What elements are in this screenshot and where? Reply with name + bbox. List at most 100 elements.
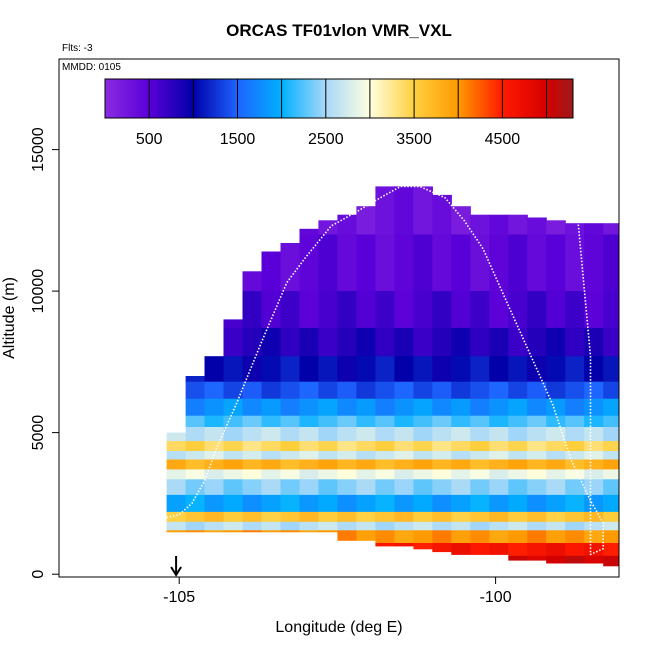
heatmap-cell xyxy=(451,479,471,496)
heatmap-cell xyxy=(318,479,338,496)
heatmap-cell xyxy=(223,356,244,383)
heatmap-cell xyxy=(223,469,244,480)
heatmap-cell xyxy=(280,521,301,531)
heatmap-cell xyxy=(508,521,528,531)
heatmap-cell xyxy=(261,479,282,496)
heatmap-cell xyxy=(356,469,376,480)
heatmap-cell xyxy=(394,530,414,544)
heatmap-cell xyxy=(356,479,376,496)
heatmap-cell xyxy=(299,228,320,236)
heatmap-cell xyxy=(261,451,282,461)
heatmap-cell xyxy=(527,459,547,470)
heatmap-cell xyxy=(489,479,509,496)
heatmap-cell xyxy=(261,398,282,417)
heatmap-cell xyxy=(565,415,585,428)
heatmap-cell xyxy=(394,494,414,513)
heatmap-cell xyxy=(565,223,585,236)
heatmap-cell xyxy=(565,427,585,442)
heatmap-cell xyxy=(242,291,263,329)
heatmap-cell xyxy=(413,291,433,329)
heatmap-cell xyxy=(394,291,414,329)
x-axis-label: Longitude (deg E) xyxy=(275,619,402,636)
heatmap-cell xyxy=(470,530,490,544)
heatmap-cell xyxy=(584,223,604,236)
heatmap-cell xyxy=(375,398,395,417)
heatmap-cell xyxy=(603,223,619,236)
heatmap-cell xyxy=(603,291,619,329)
heatmap-cell xyxy=(299,494,320,513)
heatmap-cell xyxy=(508,415,528,428)
heatmap-cell xyxy=(413,451,433,461)
heatmap-cell xyxy=(546,479,566,496)
heatmap-cell xyxy=(565,356,585,383)
heatmap-cell xyxy=(603,479,619,496)
heatmap-cell xyxy=(470,356,490,383)
heatmap-cell xyxy=(470,398,490,417)
heatmap-cell xyxy=(204,530,225,533)
heatmap-cell xyxy=(584,459,604,470)
heatmap-cell xyxy=(546,220,566,236)
heatmap-cell xyxy=(318,398,338,417)
heatmap-cell xyxy=(565,530,585,544)
heatmap-cell xyxy=(337,291,357,329)
heatmap-cell xyxy=(204,356,225,383)
heatmap-cell xyxy=(546,327,566,357)
heatmap-cell xyxy=(508,398,528,417)
heatmap-cell xyxy=(489,427,509,442)
heatmap-cell xyxy=(527,234,547,292)
heatmap-cell xyxy=(375,291,395,329)
heatmap-cell xyxy=(470,494,490,513)
heatmap-cell xyxy=(318,327,338,357)
heatmap-cell xyxy=(166,494,187,513)
heatmap-cell xyxy=(470,291,490,329)
heatmap-cell xyxy=(261,494,282,513)
heatmap-cell xyxy=(185,381,206,400)
heatmap-cell xyxy=(204,381,225,400)
heatmap-cell xyxy=(565,441,585,452)
heatmap-cell xyxy=(413,186,433,236)
heatmap-cell xyxy=(204,479,225,496)
heatmap-cell xyxy=(508,511,528,523)
heatmap-cell xyxy=(546,521,566,531)
heatmap-cell xyxy=(527,441,547,452)
heatmap-cell xyxy=(565,555,585,564)
heatmap-cell xyxy=(242,398,263,417)
heatmap-cell xyxy=(508,530,528,544)
heatmap-cell xyxy=(166,511,187,523)
heatmap-cell xyxy=(546,459,566,470)
heatmap-cell xyxy=(337,381,357,400)
heatmap-cell xyxy=(242,511,263,523)
heatmap-cell xyxy=(166,441,187,452)
heatmap-cell xyxy=(603,441,619,452)
heatmap-cell xyxy=(489,451,509,461)
heatmap-cell xyxy=(318,220,338,236)
heatmap-cell xyxy=(166,459,187,470)
heatmap-cell xyxy=(299,479,320,496)
heatmap-cell xyxy=(565,511,585,523)
heatmap-cell xyxy=(356,494,376,513)
heatmap-cell xyxy=(603,555,619,567)
heatmap-cell xyxy=(185,469,206,480)
heatmap-cell xyxy=(489,291,509,329)
heatmap-cell xyxy=(280,427,301,442)
heatmap-cell xyxy=(508,494,528,513)
heatmap-cell xyxy=(527,381,547,400)
heatmap-cell xyxy=(337,427,357,442)
heatmap-cell xyxy=(204,427,225,442)
heatmap-cell xyxy=(413,494,433,513)
heatmap-cell xyxy=(299,415,320,428)
heatmap-cell xyxy=(375,479,395,496)
heatmap-cell xyxy=(489,327,509,357)
heatmap-cell xyxy=(394,459,414,470)
heatmap-cell xyxy=(318,511,338,523)
heatmap-cell xyxy=(508,214,528,236)
heatmap-cell xyxy=(546,451,566,461)
heatmap-cell xyxy=(242,459,263,470)
heatmap-cell xyxy=(489,356,509,383)
heatmap-cell xyxy=(489,521,509,531)
heatmap-cell xyxy=(185,415,206,428)
longitude-marker-arrow xyxy=(170,556,182,577)
heatmap-cell xyxy=(356,356,376,383)
heatmap-cell xyxy=(185,494,206,513)
heatmap-cell xyxy=(413,521,433,531)
